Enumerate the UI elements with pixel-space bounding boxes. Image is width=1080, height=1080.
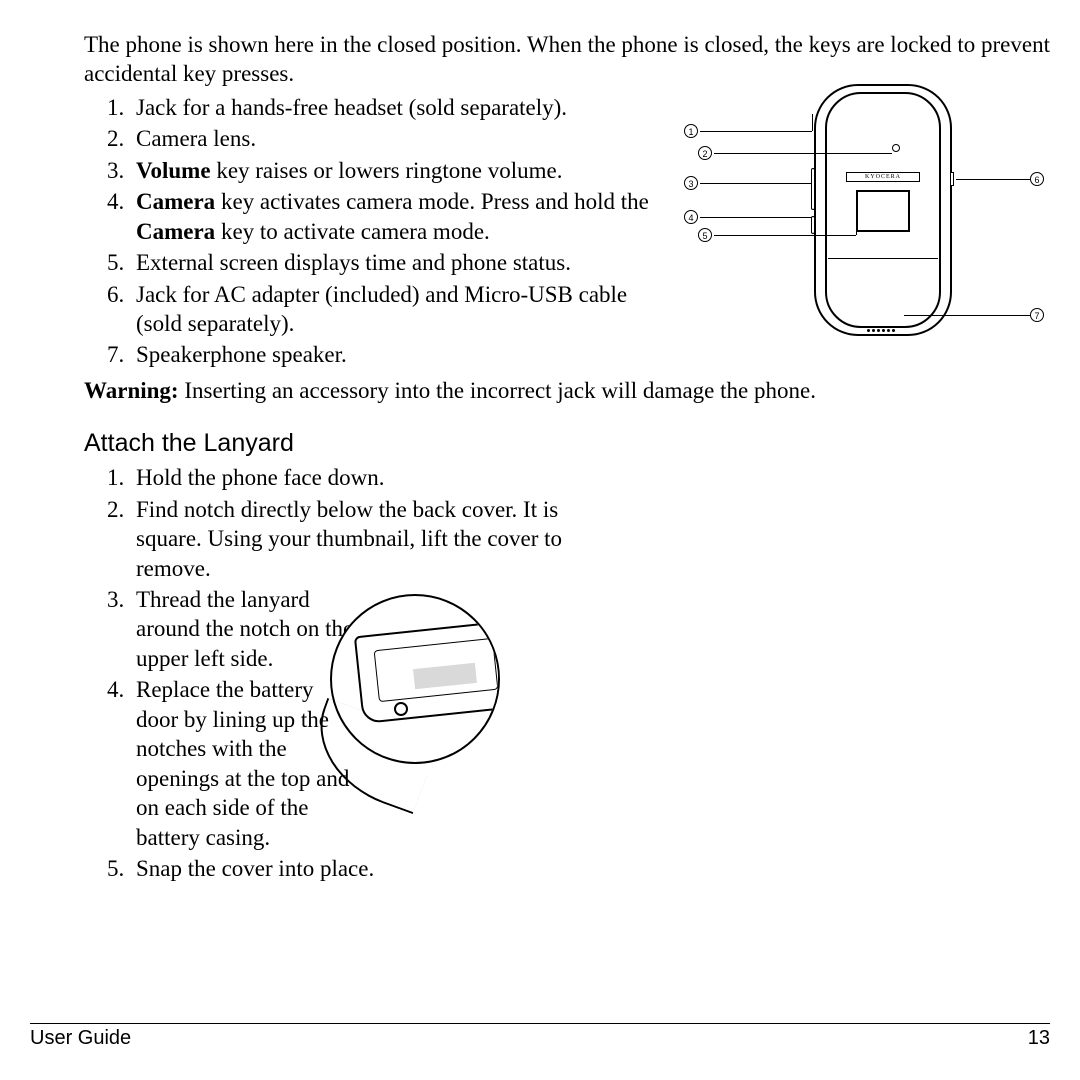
footer-page-number: 13 [1028,1026,1050,1052]
camera-key-icon [811,216,815,234]
external-screen-icon [856,190,910,232]
lanyard-hole-icon [394,702,408,716]
footer-rule [30,1023,1050,1024]
lanyard-step-5: Snap the cover into place. [130,854,1050,883]
callout-3: 3 [684,176,698,190]
lanyard-step-3: Thread the lanyard around the notch on t… [130,585,1050,673]
speaker-grille-icon [866,310,902,316]
phone-diagram: KYOCERA 1 2 3 4 5 6 7 [670,84,1060,344]
feature-5: External screen displays time and phone … [130,248,670,277]
warning-line: Warning: Inserting an accessory into the… [84,376,1050,405]
lanyard-step-2: Find notch directly below the back cover… [130,495,1050,583]
camera-key-label-2: Camera [136,219,215,244]
callout-7: 7 [1030,308,1044,322]
feature-3-text: key raises or lowers ringtone volume. [211,158,563,183]
volume-key-label: Volume [136,158,211,183]
lanyard-steps: Hold the phone face down. Find notch dir… [110,463,1050,883]
feature-3: Volume key raises or lowers ringtone vol… [130,156,670,185]
feature-4-post: key to activate camera mode. [215,219,490,244]
warning-label: Warning: [84,378,179,403]
feature-6: Jack for AC adapter (included) and Micro… [130,280,670,339]
feature-4: Camera key activates camera mode. Press … [130,187,670,246]
feature-7: Speakerphone speaker. [130,340,670,369]
volume-key-icon [811,168,815,210]
intro-text: The phone is shown here in the closed po… [84,30,1050,89]
footer-left: User Guide [30,1026,131,1052]
feature-1: Jack for a hands-free headset (sold sepa… [130,93,670,122]
brand-label: KYOCERA [846,172,920,182]
features-list: Jack for a hands-free headset (sold sepa… [110,93,670,370]
callout-1: 1 [684,124,698,138]
callout-5: 5 [698,228,712,242]
callout-4: 4 [684,210,698,224]
feature-2: Camera lens. [130,124,670,153]
feature-4-mid: key activates camera mode. Press and hol… [215,189,649,214]
usb-jack-icon [950,172,954,186]
hinge-line-icon [828,258,938,259]
camera-key-label: Camera [136,189,215,214]
section-title: Attach the Lanyard [84,427,1050,459]
lanyard-illustration [310,588,570,798]
camera-lens-icon [892,144,900,152]
warning-text: Inserting an accessory into the incorrec… [179,378,816,403]
lanyard-step-4: Replace the battery door by lining up th… [130,675,1050,852]
lanyard-step-1: Hold the phone face down. [130,463,1050,492]
callout-6: 6 [1030,172,1044,186]
callout-2: 2 [698,146,712,160]
